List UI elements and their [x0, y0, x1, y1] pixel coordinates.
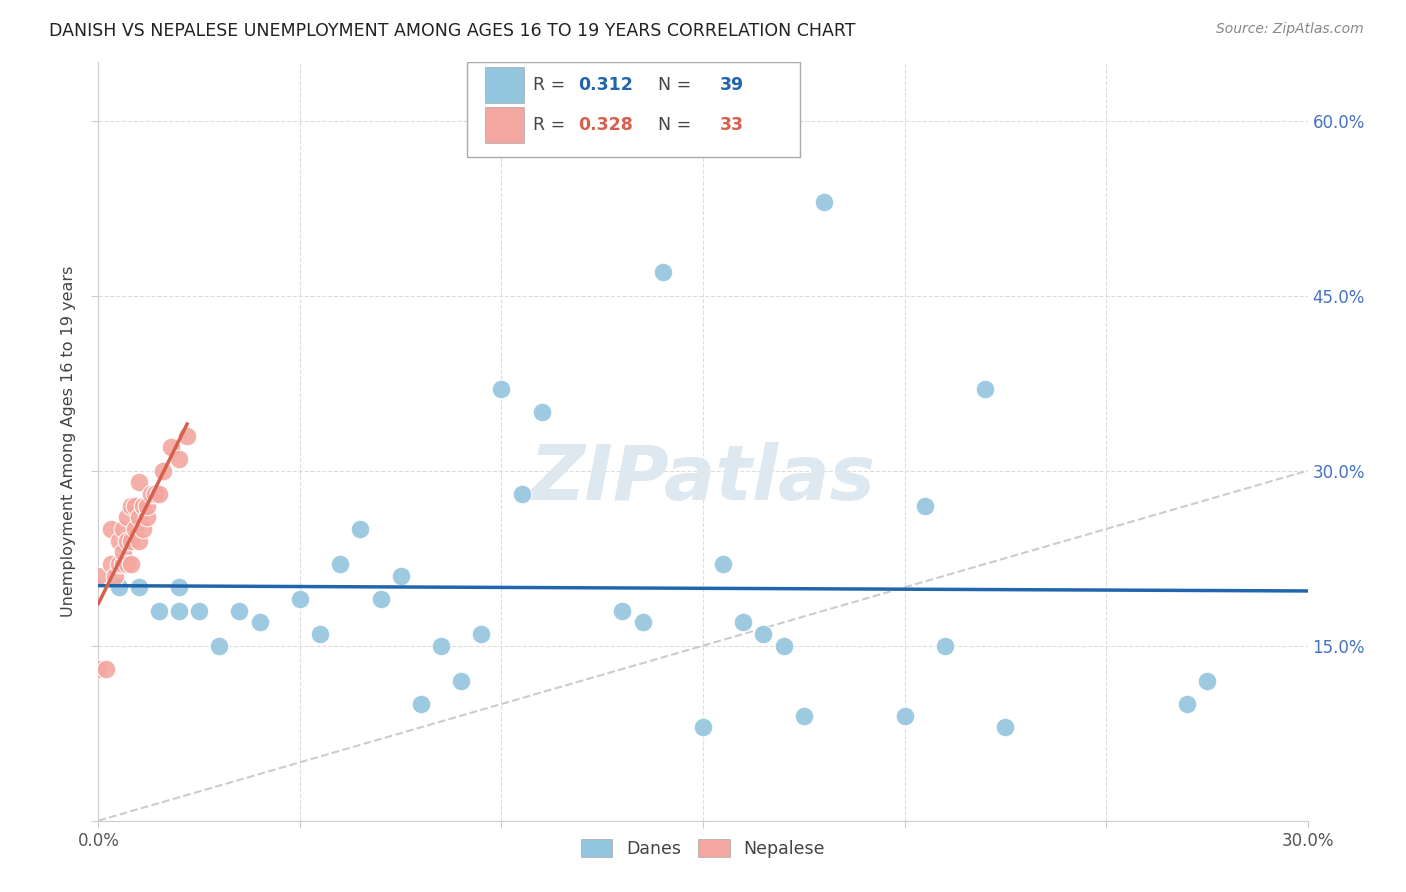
Point: [128, 580, 150, 594]
Point: [128, 475, 150, 490]
Point: [349, 522, 371, 536]
Point: [148, 604, 170, 618]
Point: [132, 499, 155, 513]
Y-axis label: Unemployment Among Ages 16 to 19 years: Unemployment Among Ages 16 to 19 years: [60, 266, 76, 617]
Point: [430, 639, 453, 653]
Text: R =: R =: [533, 76, 571, 94]
Text: ZIPatlas: ZIPatlas: [530, 442, 876, 516]
Point: [115, 533, 138, 548]
Point: [793, 708, 815, 723]
Point: [167, 604, 190, 618]
Point: [100, 557, 122, 571]
Point: [176, 428, 198, 442]
Point: [103, 568, 125, 582]
Point: [167, 580, 190, 594]
Point: [188, 604, 211, 618]
Point: [124, 499, 146, 513]
Point: [100, 522, 122, 536]
Point: [994, 720, 1017, 734]
Point: [132, 522, 155, 536]
Point: [124, 522, 146, 536]
Text: 0.328: 0.328: [578, 116, 633, 134]
Text: DANISH VS NEPALESE UNEMPLOYMENT AMONG AGES 16 TO 19 YEARS CORRELATION CHART: DANISH VS NEPALESE UNEMPLOYMENT AMONG AG…: [49, 22, 856, 40]
Point: [87, 662, 110, 676]
Point: [329, 557, 352, 571]
Point: [450, 673, 472, 688]
Point: [87, 568, 110, 582]
Point: [370, 592, 392, 607]
FancyBboxPatch shape: [485, 107, 524, 144]
Point: [612, 604, 634, 618]
Point: [651, 265, 673, 279]
Legend: Danes, Nepalese: Danes, Nepalese: [574, 832, 832, 865]
Point: [120, 557, 142, 571]
Point: [148, 487, 170, 501]
FancyBboxPatch shape: [485, 67, 524, 103]
Point: [111, 557, 134, 571]
Point: [152, 464, 174, 478]
Point: [249, 615, 271, 630]
Point: [107, 580, 129, 594]
Point: [111, 522, 134, 536]
Point: [934, 639, 956, 653]
Point: [772, 639, 794, 653]
Point: [120, 533, 142, 548]
Point: [128, 510, 150, 524]
Point: [107, 533, 129, 548]
Point: [143, 487, 166, 501]
Text: 33: 33: [720, 116, 744, 134]
Point: [1175, 697, 1198, 711]
Point: [470, 627, 492, 641]
Point: [530, 405, 553, 419]
Point: [631, 615, 654, 630]
Point: [228, 604, 250, 618]
Point: [692, 720, 714, 734]
Point: [813, 195, 835, 210]
Point: [107, 557, 129, 571]
Point: [139, 487, 162, 501]
Point: [96, 662, 118, 676]
FancyBboxPatch shape: [467, 62, 800, 157]
Point: [974, 382, 997, 396]
Point: [389, 568, 412, 582]
Point: [115, 557, 138, 571]
Text: Source: ZipAtlas.com: Source: ZipAtlas.com: [1216, 22, 1364, 37]
Point: [115, 510, 138, 524]
Text: N =: N =: [647, 76, 697, 94]
Text: 0.312: 0.312: [578, 76, 633, 94]
Text: R =: R =: [533, 116, 571, 134]
Point: [309, 627, 332, 641]
Point: [914, 499, 936, 513]
Point: [409, 697, 432, 711]
Point: [733, 615, 755, 630]
Text: N =: N =: [647, 116, 697, 134]
Point: [711, 557, 734, 571]
Point: [111, 545, 134, 559]
Point: [135, 499, 157, 513]
Point: [120, 499, 142, 513]
Point: [160, 441, 183, 455]
Point: [208, 639, 231, 653]
Point: [491, 382, 513, 396]
Point: [1195, 673, 1218, 688]
Point: [752, 627, 775, 641]
Point: [893, 708, 915, 723]
Point: [167, 452, 190, 467]
Point: [288, 592, 311, 607]
Point: [135, 510, 157, 524]
Point: [510, 487, 533, 501]
Point: [128, 533, 150, 548]
Text: 39: 39: [720, 76, 744, 94]
